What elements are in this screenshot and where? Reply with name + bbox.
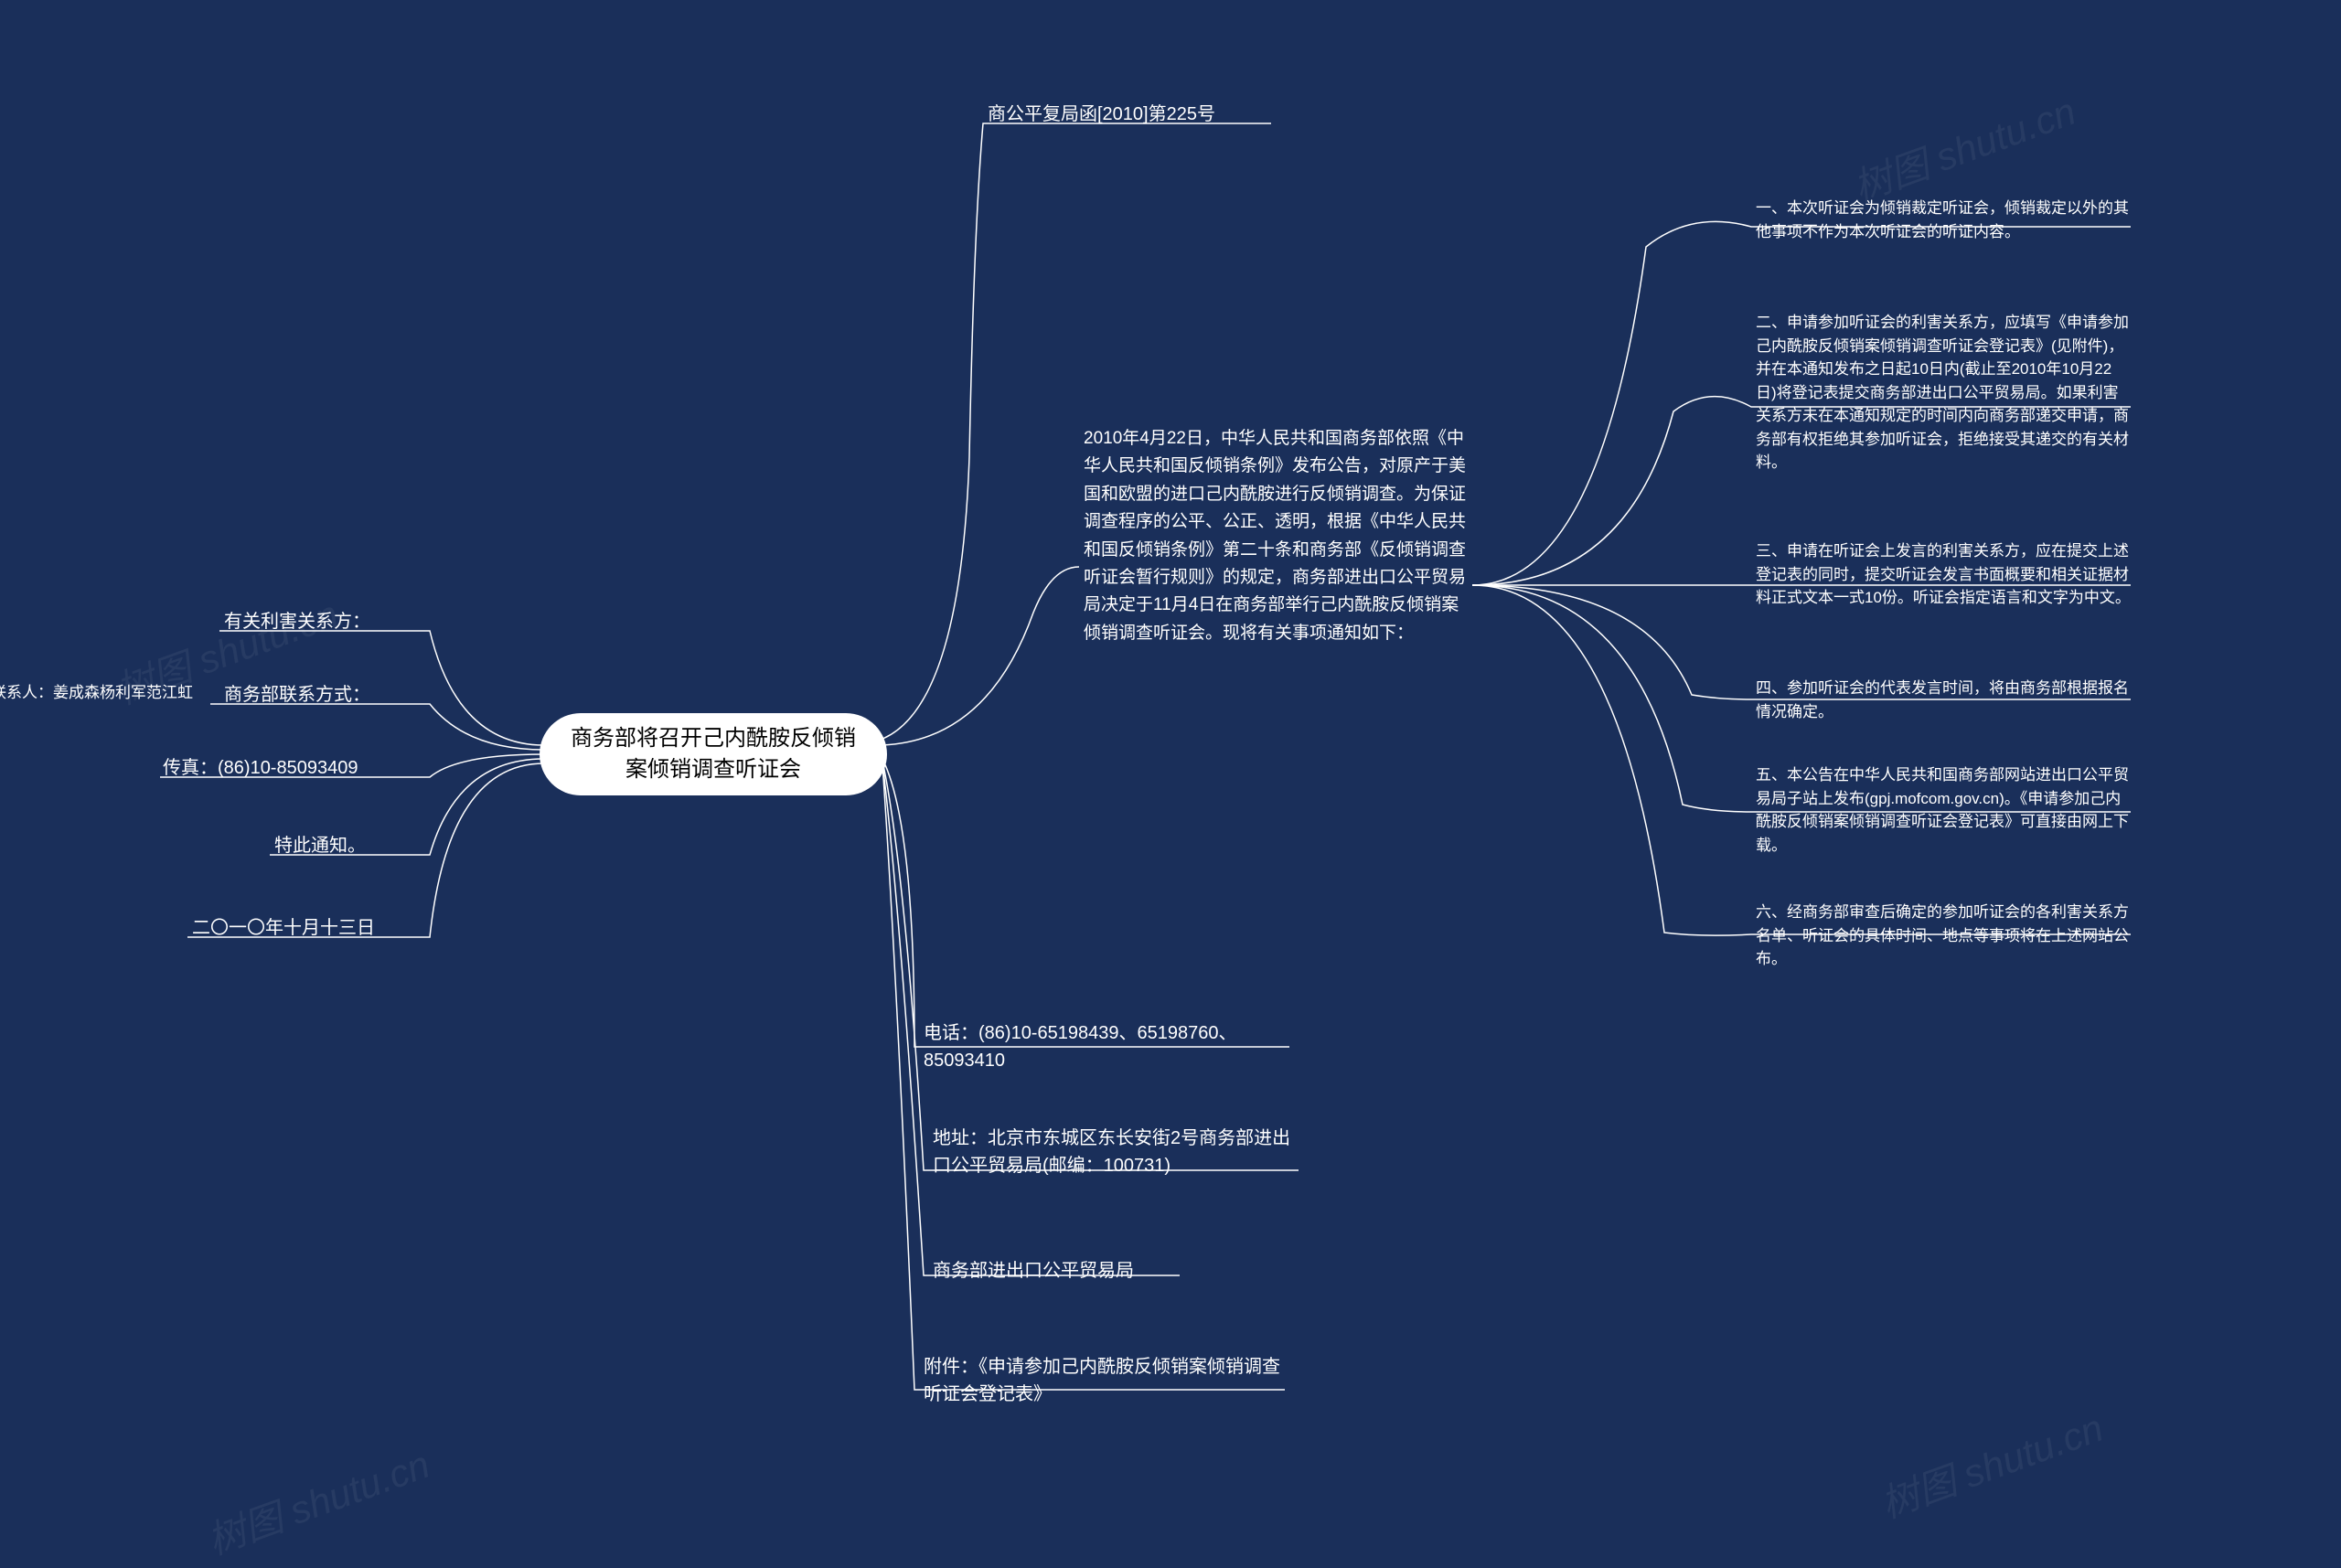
left-branch-4: 二〇一〇年十月十三日 (192, 914, 375, 942)
right-branch-3: 地址：北京市东城区东长安街2号商务部进出口公平贸易局(邮编：100731) (933, 1125, 1299, 1179)
detail-2: 三、申请在听证会上发言的利害关系方，应在提交上述登记表的同时，提交听证会发言书面… (1756, 539, 2131, 610)
right-branch-5: 附件：《申请参加己内酰胺反倾销案倾销调查听证会登记表》 (924, 1353, 1289, 1408)
center-text: 商务部将召开己内酰胺反倾销案倾销调查听证会 (567, 723, 860, 784)
detail-4: 五、本公告在中华人民共和国商务部网站进出口公平贸易局子站上发布(gpj.mofc… (1756, 763, 2131, 857)
right-branch-2: 电话：(86)10-65198439、65198760、85093410 (924, 1019, 1289, 1074)
left-branch-0: 有关利害关系方： (224, 608, 370, 635)
center-node: 商务部将召开己内酰胺反倾销案倾销调查听证会 (540, 713, 887, 795)
right-branch-0: 商公平复局函[2010]第225号 (988, 101, 1353, 128)
detail-5: 六、经商务部审查后确定的参加听证会的各利害关系方名单、听证会的具体时间、地点等事… (1756, 901, 2131, 971)
watermark: 树图 shutu.cn (1844, 80, 2082, 212)
left-branch-1-sub: 联系人：姜成森杨利军范江虹 (0, 681, 193, 705)
right-branch-1: 2010年4月22日，中华人民共和国商务部依照《中华人民共和国反倾销条例》发布公… (1084, 425, 1468, 647)
detail-1: 二、申请参加听证会的利害关系方，应填写《申请参加己内酰胺反倾销案倾销调查听证会登… (1756, 311, 2131, 475)
right-branch-4: 商务部进出口公平贸易局 (933, 1257, 1299, 1285)
left-branch-2: 传真：(86)10-85093409 (163, 754, 358, 782)
detail-3: 四、参加听证会的代表发言时间，将由商务部根据报名情况确定。 (1756, 677, 2131, 723)
watermark: 树图 shutu.cn (1872, 1397, 2110, 1529)
detail-0: 一、本次听证会为倾销裁定听证会，倾销裁定以外的其他事项不作为本次听证会的听证内容… (1756, 197, 2131, 243)
left-branch-1: 商务部联系方式： (224, 681, 370, 709)
watermark: 树图 shutu.cn (198, 1434, 436, 1565)
left-branch-3: 特此通知。 (274, 832, 366, 859)
